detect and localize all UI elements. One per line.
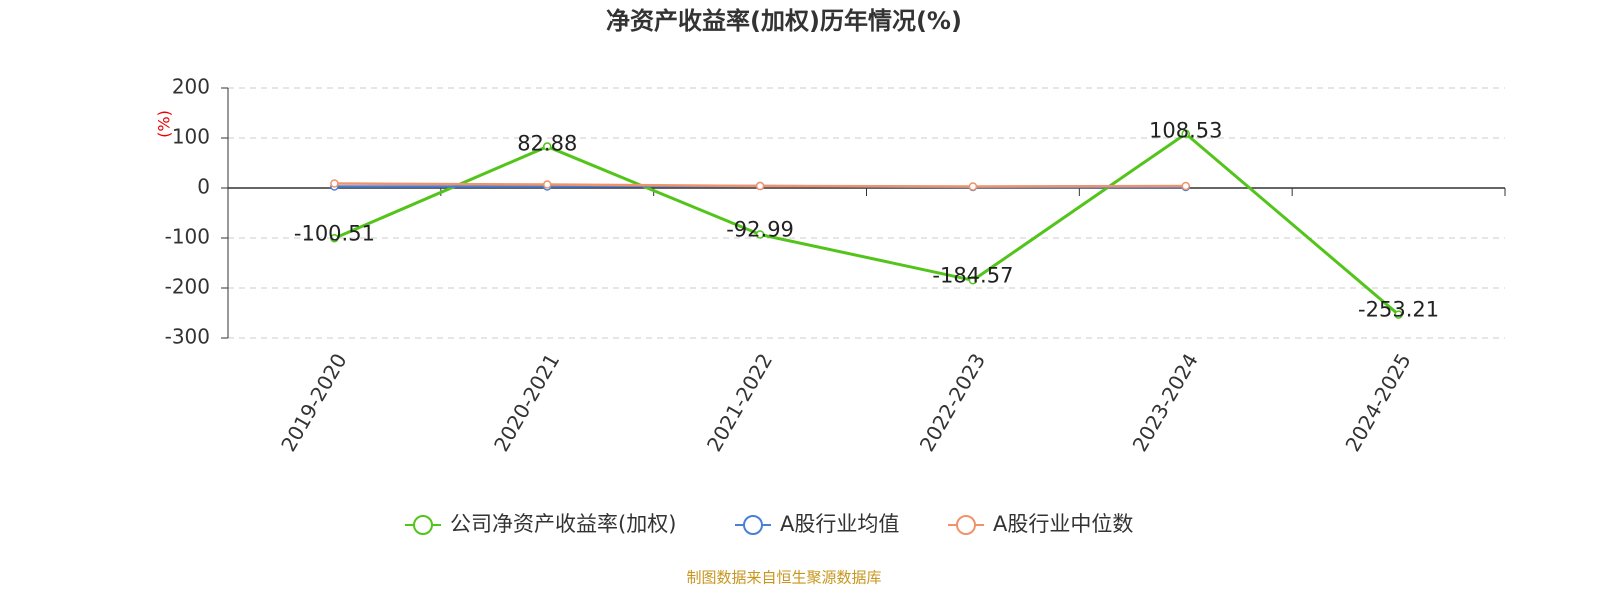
x-tick-label: 2024-2025: [1340, 349, 1415, 455]
data-label: -92.99: [726, 217, 794, 241]
x-tick-label: 2023-2024: [1128, 349, 1203, 455]
data-label: -100.51: [294, 221, 375, 245]
legend-marker: [743, 515, 763, 535]
y-tick-label: -200: [165, 275, 210, 299]
point: [543, 180, 552, 189]
legend-label: 公司净资产收益率(加权): [450, 512, 676, 536]
y-tick-label: -300: [165, 325, 210, 349]
series-line: [333, 131, 1400, 316]
y-tick-label: 100: [172, 125, 210, 149]
data-label: 82.88: [517, 132, 577, 156]
y-tick-label: 0: [197, 175, 210, 199]
data-label: -253.21: [1358, 298, 1439, 322]
point: [1181, 129, 1190, 138]
point: [1181, 181, 1190, 191]
source-note: 制图数据来自恒生聚源数据库: [686, 569, 881, 587]
legend-label: A股行业均值: [780, 512, 899, 536]
legend-marker: [956, 515, 976, 535]
x-tick-label: 2019-2020: [276, 349, 351, 455]
chart-title: 净资产收益率(加权)历年情况(%): [606, 7, 962, 35]
point: [330, 179, 339, 188]
point: [755, 230, 765, 239]
point: [543, 142, 552, 151]
point: [968, 276, 978, 285]
x-tick-label: 2022-2023: [915, 349, 990, 455]
x-tick-label: 2020-2021: [489, 349, 564, 455]
y-axis-label: (%): [155, 110, 174, 138]
legend-marker: [413, 515, 433, 535]
y-tick-label: -100: [165, 225, 210, 249]
data-label: 108.53: [1149, 119, 1222, 143]
point: [330, 234, 339, 243]
legend-label: A股行业中位数: [993, 512, 1133, 536]
point: [755, 181, 765, 191]
x-tick-label: 2021-2022: [702, 349, 777, 455]
data-label: -184.57: [932, 263, 1013, 287]
point: [968, 182, 978, 191]
y-tick-label: 200: [172, 75, 210, 99]
point: [1394, 310, 1403, 319]
